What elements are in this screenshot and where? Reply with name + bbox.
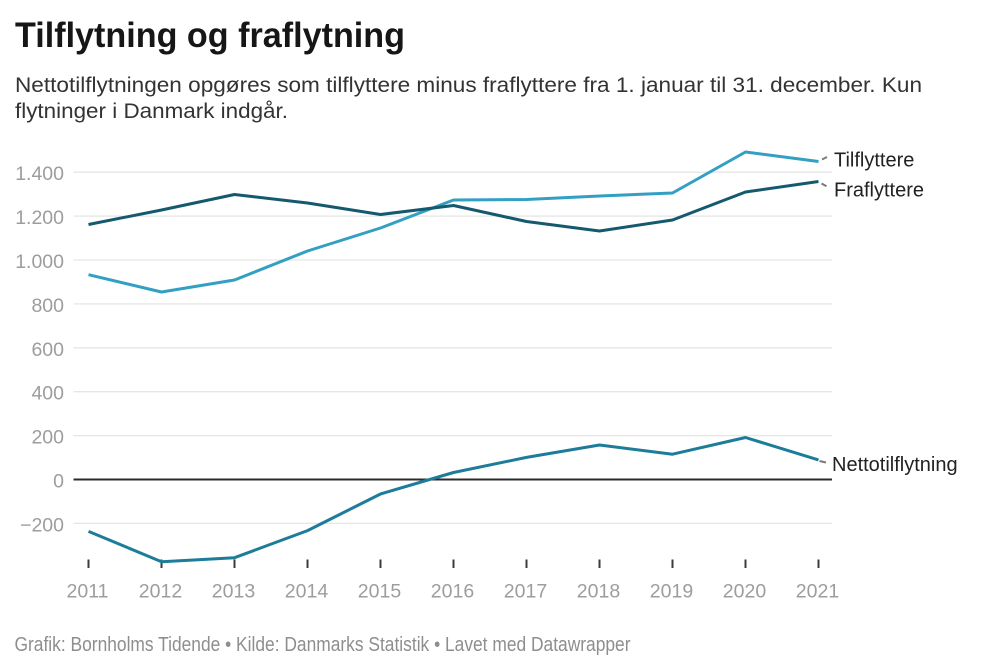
svg-text:600: 600 xyxy=(31,339,64,361)
svg-text:Tilflyttere: Tilflyttere xyxy=(834,150,914,172)
svg-text:800: 800 xyxy=(31,295,64,317)
svg-text:2014: 2014 xyxy=(285,581,329,603)
svg-text:Nettotilflytning: Nettotilflytning xyxy=(832,454,958,476)
svg-text:2012: 2012 xyxy=(139,581,182,603)
svg-text:2017: 2017 xyxy=(504,581,547,603)
svg-text:2011: 2011 xyxy=(67,581,109,603)
svg-text:flytninger i Danmark indgår.: flytninger i Danmark indgår. xyxy=(15,100,288,123)
svg-text:200: 200 xyxy=(31,427,64,449)
svg-text:2020: 2020 xyxy=(723,581,767,603)
svg-text:−200: −200 xyxy=(20,514,64,536)
svg-text:Tilflytning og fraflytning: Tilflytning og fraflytning xyxy=(15,15,405,55)
svg-text:Fraflyttere: Fraflyttere xyxy=(834,180,924,202)
svg-text:1.000: 1.000 xyxy=(15,251,64,273)
svg-text:Nettotilflytningen opgøres som: Nettotilflytningen opgøres som tilflytte… xyxy=(15,74,922,97)
svg-text:2013: 2013 xyxy=(212,581,255,603)
svg-text:1.400: 1.400 xyxy=(15,163,64,185)
svg-text:2016: 2016 xyxy=(431,581,474,603)
svg-text:1.200: 1.200 xyxy=(15,207,64,229)
svg-text:2019: 2019 xyxy=(650,581,693,603)
svg-text:2018: 2018 xyxy=(577,581,620,603)
svg-text:400: 400 xyxy=(31,383,64,405)
svg-text:2021: 2021 xyxy=(796,581,839,603)
svg-text:2015: 2015 xyxy=(358,581,402,603)
svg-text:Grafik: Bornholms Tidende • Ki: Grafik: Bornholms Tidende • Kilde: Danma… xyxy=(15,634,631,656)
svg-text:0: 0 xyxy=(53,471,64,493)
